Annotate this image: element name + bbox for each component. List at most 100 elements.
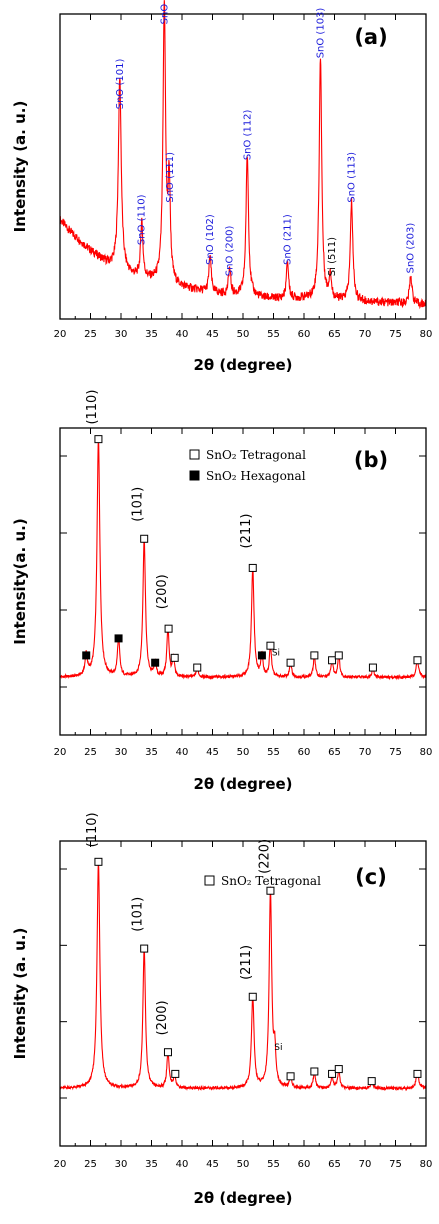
- y-axis-title: Intensity(a. u.): [11, 518, 29, 644]
- x-tick-label: 50: [237, 1159, 250, 1170]
- x-tick-label: 25: [84, 1159, 97, 1170]
- panel-label: (a): [354, 25, 387, 49]
- x-tick-label: 45: [206, 747, 219, 758]
- legend-marker: [205, 876, 214, 885]
- tetragonal-marker: [194, 664, 201, 671]
- x-tick-label: 65: [328, 1159, 341, 1170]
- x-tick-label: 35: [145, 747, 158, 758]
- tetragonal-marker: [329, 657, 336, 664]
- x-tick-label: 70: [359, 747, 372, 758]
- tetragonal-marker: [287, 659, 294, 666]
- x-tick-label: 20: [54, 1159, 67, 1170]
- hkl-label: (211): [239, 945, 254, 980]
- tetragonal-marker: [267, 887, 274, 894]
- tetragonal-marker: [249, 564, 256, 571]
- hkl-label: (200): [155, 574, 170, 609]
- tetragonal-marker: [369, 664, 376, 671]
- legend-entry: SnO₂ Hexagonal: [206, 469, 306, 483]
- tetragonal-marker: [414, 1070, 421, 1077]
- tetragonal-marker: [141, 535, 148, 542]
- hexagonal-marker: [83, 652, 90, 659]
- panel-label: (c): [355, 865, 387, 889]
- x-tick-label: 35: [145, 329, 158, 340]
- tetragonal-marker: [249, 993, 256, 1000]
- x-tick-label: 25: [84, 747, 97, 758]
- hkl-label: (211): [239, 514, 254, 549]
- x-tick-label: 35: [145, 1159, 158, 1170]
- tetragonal-marker: [311, 1068, 318, 1075]
- x-tick-label: 30: [115, 1159, 128, 1170]
- peak-label: SnO (200): [225, 225, 236, 276]
- hkl-label: (110): [85, 812, 100, 847]
- x-tick-label: 80: [420, 747, 433, 758]
- tetragonal-marker: [335, 1066, 342, 1073]
- x-tick-label: 20: [54, 329, 67, 340]
- x-tick-label: 55: [267, 1159, 280, 1170]
- hexagonal-marker: [115, 635, 122, 642]
- peak-label: SnO (111): [165, 152, 176, 203]
- x-tick-label: 75: [389, 1159, 402, 1170]
- x-tick-label: 60: [298, 329, 311, 340]
- x-tick-label: 45: [206, 1159, 219, 1170]
- legend-marker: [190, 450, 199, 459]
- x-tick-label: 25: [84, 329, 97, 340]
- tetragonal-marker: [95, 858, 102, 865]
- x-axis-title: 2θ (degree): [193, 775, 292, 793]
- hkl-label: (200): [155, 1000, 170, 1035]
- x-tick-label: 20: [54, 747, 67, 758]
- peak-label: SnO (002): [159, 0, 170, 24]
- peak-label: SnO (113): [347, 152, 358, 203]
- x-tick-label: 75: [389, 747, 402, 758]
- peak-label: SnO (211): [283, 214, 294, 265]
- hkl-label: (110): [85, 390, 100, 425]
- x-tick-label: 55: [267, 747, 280, 758]
- chart-panel-2: 20 25 30 35 40 45 50 55 60 65 70 75 80 2θ (degree) Int…: [11, 390, 432, 793]
- x-tick-label: 45: [206, 329, 219, 340]
- tetragonal-marker: [329, 1070, 336, 1077]
- x-tick-label: 70: [359, 329, 372, 340]
- x-tick-label: 40: [176, 1159, 189, 1170]
- peak-label: Si (511): [327, 237, 338, 276]
- hkl-label: (101): [131, 487, 146, 522]
- panel-label: (b): [354, 448, 388, 472]
- y-axis-title: Intensity (a. u.): [11, 101, 29, 233]
- legend-entry: SnO₂ Tetragonal: [206, 448, 306, 462]
- x-tick-label: 60: [298, 1159, 311, 1170]
- x-tick-label: 55: [267, 329, 280, 340]
- x-tick-label: 70: [359, 1159, 372, 1170]
- tetragonal-marker: [414, 657, 421, 664]
- x-tick-label: 80: [420, 1159, 433, 1170]
- peak-label: SnO (101): [115, 59, 126, 110]
- chart-panel-3: 20 25 30 35 40 45 50 55 60 65 70 75 80 2θ (degree) Int…: [11, 812, 432, 1207]
- tetragonal-marker: [368, 1078, 375, 1085]
- x-tick-label: 40: [176, 329, 189, 340]
- tetragonal-marker: [141, 945, 148, 952]
- x-tick-label: 60: [298, 747, 311, 758]
- hexagonal-marker: [152, 659, 159, 666]
- hkl-label: (101): [131, 897, 146, 932]
- tetragonal-marker: [164, 1049, 171, 1056]
- peak-label: SnO (112): [242, 109, 253, 160]
- hkl-label: (220): [257, 839, 272, 874]
- peak-label: SnO (103): [315, 8, 326, 59]
- tetragonal-marker: [172, 1070, 179, 1077]
- x-tick-label: 50: [237, 329, 250, 340]
- x-tick-label: 40: [176, 747, 189, 758]
- x-tick-label: 30: [115, 747, 128, 758]
- y-axis-title: Intensity (a. u.): [11, 928, 29, 1060]
- legend-entry: SnO₂ Tetragonal: [221, 874, 321, 888]
- si-label: Si: [272, 648, 280, 658]
- chart-panel-1: 20 25 30 35 40 45 50 55 60 65 70 75 80 2θ (degree) Int…: [11, 0, 432, 374]
- peak-label: SnO (110): [137, 194, 148, 245]
- x-tick-label: 65: [328, 747, 341, 758]
- tetragonal-marker: [165, 625, 172, 632]
- peak-label: SnO (203): [406, 223, 417, 274]
- x-tick-label: 75: [389, 329, 402, 340]
- tetragonal-marker: [95, 436, 102, 443]
- hexagonal-marker: [258, 652, 265, 659]
- x-axis-title: 2θ (degree): [193, 356, 292, 374]
- tetragonal-marker: [171, 654, 178, 661]
- si-label: Si: [274, 1043, 282, 1053]
- x-tick-label: 80: [420, 329, 433, 340]
